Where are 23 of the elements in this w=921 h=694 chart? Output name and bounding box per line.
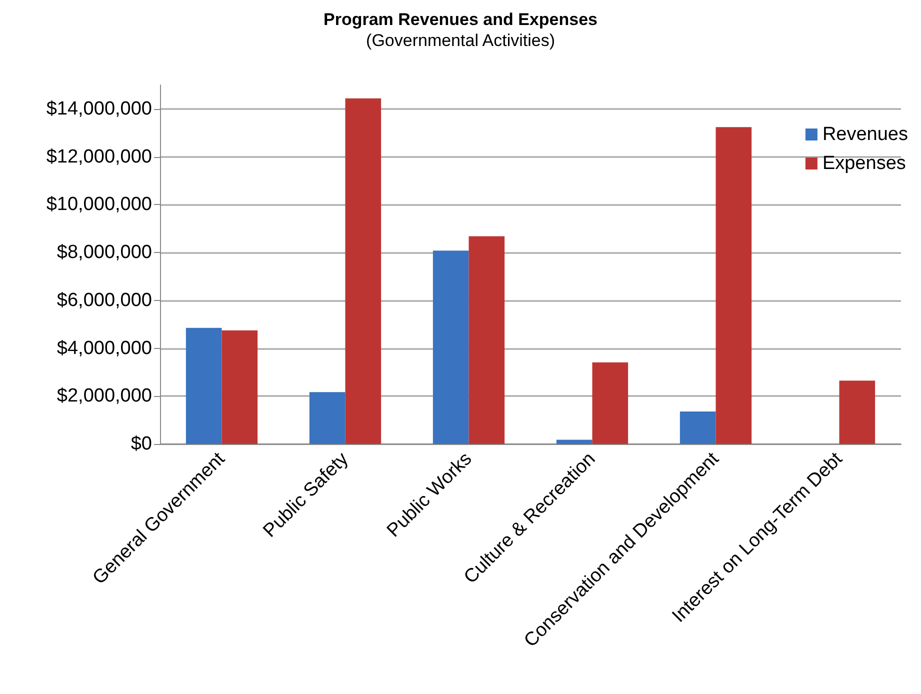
bar bbox=[680, 411, 716, 444]
bar bbox=[432, 250, 469, 444]
y-tick-label: $0 bbox=[130, 434, 152, 454]
y-tick-label: $2,000,000 bbox=[56, 386, 152, 407]
chart-title: Program Revenues and Expenses bbox=[323, 10, 598, 29]
y-tick-label: $6,000,000 bbox=[56, 290, 152, 311]
legend-label: Expenses bbox=[822, 153, 906, 174]
y-tick-label: $8,000,000 bbox=[56, 242, 152, 264]
bar bbox=[468, 236, 505, 444]
bar bbox=[345, 98, 382, 444]
y-tick-label: $14,000,000 bbox=[46, 98, 152, 120]
bar bbox=[222, 330, 258, 444]
bar bbox=[592, 362, 628, 444]
bar bbox=[186, 328, 222, 444]
y-tick-label: $12,000,000 bbox=[46, 146, 152, 168]
bar bbox=[839, 380, 876, 444]
legend-label: Revenues bbox=[822, 124, 908, 145]
y-tick-label: $10,000,000 bbox=[46, 194, 152, 216]
bar bbox=[716, 127, 752, 444]
bar bbox=[556, 440, 592, 444]
y-tick-label: $4,000,000 bbox=[56, 338, 152, 359]
bar bbox=[309, 392, 346, 444]
chart-subtitle: (Governmental Activities) bbox=[366, 31, 555, 50]
